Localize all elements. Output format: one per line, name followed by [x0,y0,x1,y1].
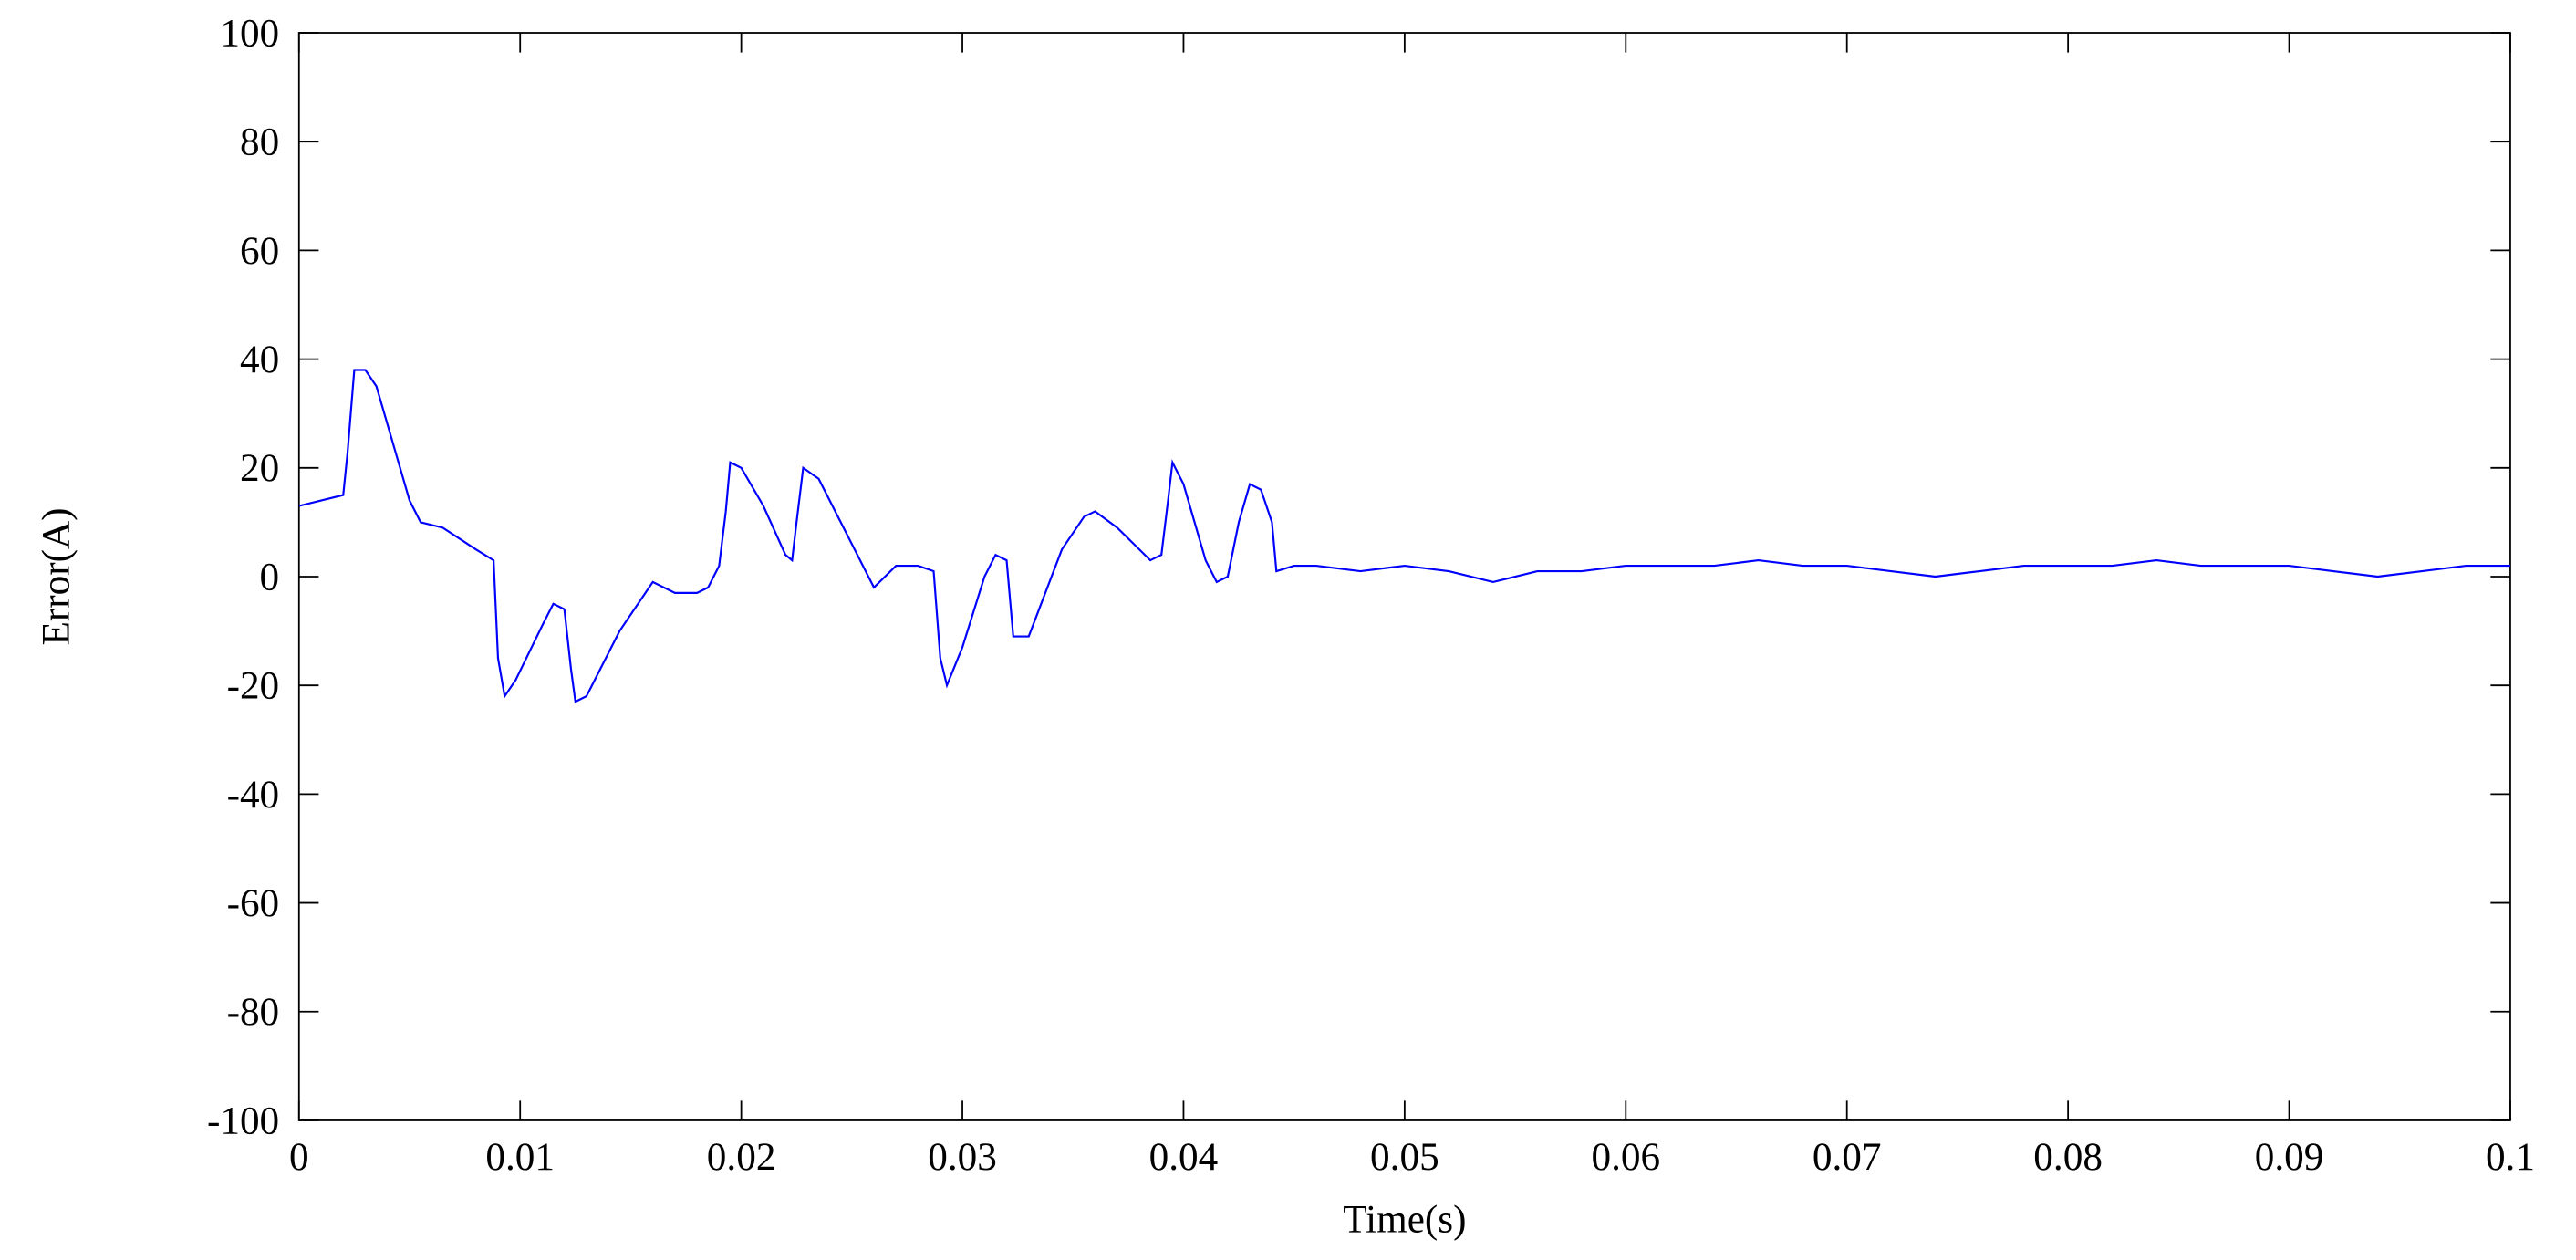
x-axis-label: Time(s) [1343,1197,1466,1241]
x-tick-label: 0.06 [1591,1135,1660,1179]
y-tick-label: -40 [227,773,280,817]
x-tick-label: 0.07 [1813,1135,1882,1179]
y-tick-label: -20 [227,664,280,708]
y-tick-label: -80 [227,990,280,1034]
x-tick-label: 0.01 [485,1135,555,1179]
y-tick-label: 0 [260,555,280,599]
y-tick-label: 40 [240,338,279,381]
plot-frame [297,32,2511,1121]
x-tick-label: 0.05 [1370,1135,1439,1179]
x-tick-label: 0 [289,1135,309,1179]
y-tick-label: 80 [240,120,279,164]
y-tick-label: -100 [207,1099,279,1142]
x-tick-label: 0.08 [2033,1135,2103,1179]
y-tick-label: 20 [240,446,279,490]
x-tick-label: 0.09 [2255,1135,2324,1179]
y-tick-label: 60 [240,229,279,273]
y-tick-label: 100 [220,11,279,55]
x-tick-label: 0.02 [707,1135,776,1179]
y-tick-label: -60 [227,881,280,925]
line-series [298,369,2510,703]
x-tick-label: 0.1 [2486,1135,2535,1179]
y-axis-label: Error(A) [35,507,78,645]
x-tick-label: 0.04 [1149,1135,1219,1179]
x-tick-label: 0.03 [928,1135,997,1179]
